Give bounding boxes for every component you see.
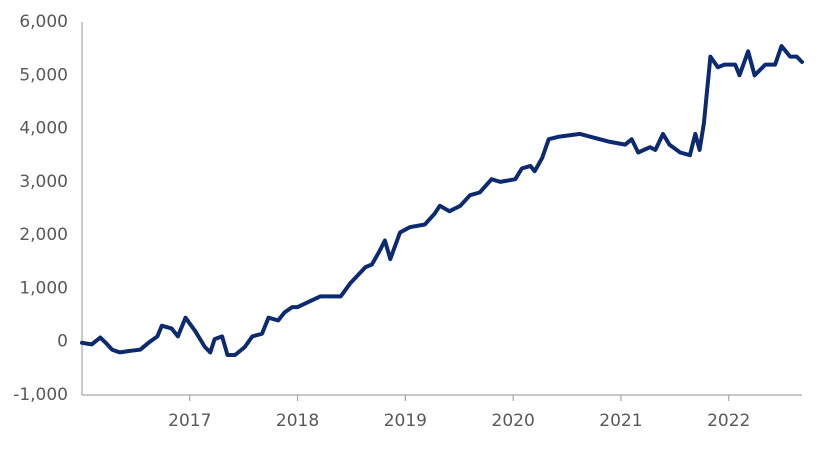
x-tick-label: 2022 [707, 411, 750, 431]
y-tick-label: 5,000 [19, 65, 68, 85]
data-line [80, 44, 804, 357]
x-tick-label: 2018 [276, 411, 319, 431]
x-tick-label: 2020 [492, 411, 535, 431]
x-tick-label: 2021 [599, 411, 642, 431]
y-tick-label: 2,000 [19, 225, 68, 245]
y-tick-label: 4,000 [19, 119, 68, 139]
x-tick-label: 2019 [384, 411, 427, 431]
y-tick-label: 1,000 [19, 278, 68, 298]
y-tick-label: 3,000 [19, 172, 68, 192]
y-tick-label: -1,000 [13, 385, 68, 405]
x-tick-label: 2017 [168, 411, 211, 431]
y-tick-label: 6,000 [19, 12, 68, 32]
y-tick-label: 0 [57, 332, 68, 352]
